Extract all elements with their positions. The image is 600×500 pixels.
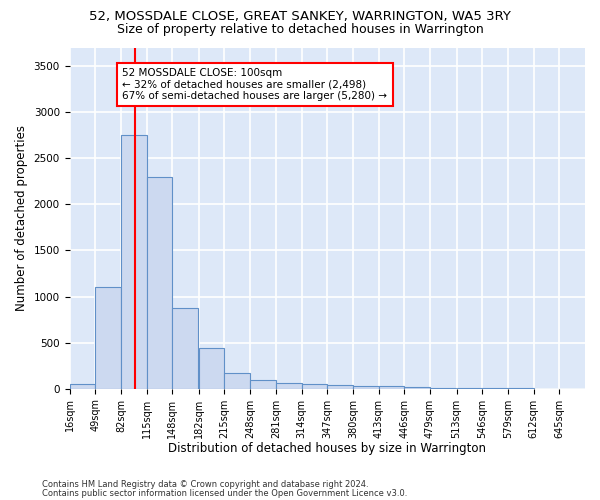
Text: Contains HM Land Registry data © Crown copyright and database right 2024.: Contains HM Land Registry data © Crown c… xyxy=(42,480,368,489)
Bar xyxy=(70,384,95,388)
Bar xyxy=(276,383,302,388)
Bar xyxy=(95,288,121,388)
Bar xyxy=(172,308,198,388)
Bar xyxy=(379,386,404,388)
Bar xyxy=(199,348,224,389)
Bar xyxy=(250,380,276,388)
Bar xyxy=(224,372,250,388)
Text: 52, MOSSDALE CLOSE, GREAT SANKEY, WARRINGTON, WA5 3RY: 52, MOSSDALE CLOSE, GREAT SANKEY, WARRIN… xyxy=(89,10,511,23)
Bar xyxy=(121,135,146,388)
Bar xyxy=(353,386,379,388)
Text: Contains public sector information licensed under the Open Government Licence v3: Contains public sector information licen… xyxy=(42,488,407,498)
Y-axis label: Number of detached properties: Number of detached properties xyxy=(15,125,28,311)
X-axis label: Distribution of detached houses by size in Warrington: Distribution of detached houses by size … xyxy=(168,442,486,455)
Bar xyxy=(302,384,327,388)
Text: Size of property relative to detached houses in Warrington: Size of property relative to detached ho… xyxy=(116,22,484,36)
Bar xyxy=(404,387,430,388)
Text: 52 MOSSDALE CLOSE: 100sqm
← 32% of detached houses are smaller (2,498)
67% of se: 52 MOSSDALE CLOSE: 100sqm ← 32% of detac… xyxy=(122,68,388,101)
Bar xyxy=(327,385,353,388)
Bar xyxy=(146,176,172,388)
